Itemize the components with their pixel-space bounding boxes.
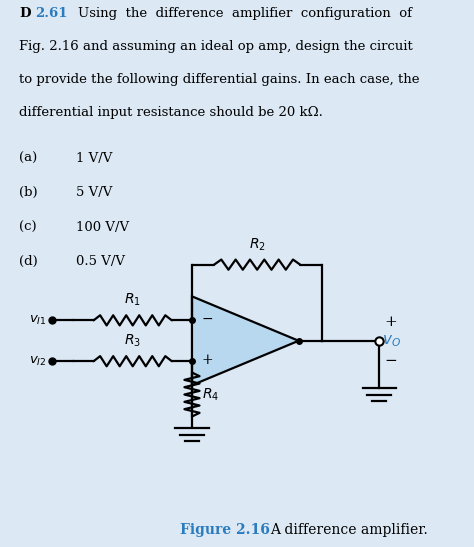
Text: −: − — [201, 312, 213, 326]
Text: (a): (a) — [19, 152, 37, 165]
Text: $v_{I2}$: $v_{I2}$ — [29, 354, 46, 368]
Text: Using  the  difference  amplifier  configuration  of: Using the difference amplifier configura… — [78, 7, 412, 20]
Text: 5 V/V: 5 V/V — [76, 187, 112, 200]
Text: 100 V/V: 100 V/V — [76, 221, 129, 234]
Text: +: + — [201, 353, 213, 366]
Polygon shape — [192, 296, 299, 385]
Text: A difference amplifier.: A difference amplifier. — [270, 522, 428, 537]
Text: 2.61: 2.61 — [36, 7, 68, 20]
Text: to provide the following differential gains. In each case, the: to provide the following differential ga… — [19, 73, 419, 86]
Text: differential input resistance should be 20 kΩ.: differential input resistance should be … — [19, 106, 323, 119]
Text: $R_1$: $R_1$ — [124, 292, 141, 309]
Text: D: D — [19, 7, 30, 20]
Text: $v_{I1}$: $v_{I1}$ — [29, 314, 46, 327]
Text: +: + — [385, 315, 397, 329]
Text: 1 V/V: 1 V/V — [76, 152, 112, 165]
Text: Figure 2.16: Figure 2.16 — [180, 522, 270, 537]
Text: (d): (d) — [19, 255, 38, 269]
Text: 0.5 V/V: 0.5 V/V — [76, 255, 125, 269]
Text: $v_O$: $v_O$ — [382, 333, 401, 348]
Text: (c): (c) — [19, 221, 36, 234]
Text: $R_3$: $R_3$ — [124, 333, 141, 349]
Text: −: − — [385, 354, 397, 368]
Text: (b): (b) — [19, 187, 37, 200]
Text: $R_2$: $R_2$ — [249, 236, 265, 253]
Text: Fig. 2.16 and assuming an ideal op amp, design the circuit: Fig. 2.16 and assuming an ideal op amp, … — [19, 40, 413, 53]
Text: $R_4$: $R_4$ — [202, 386, 219, 403]
